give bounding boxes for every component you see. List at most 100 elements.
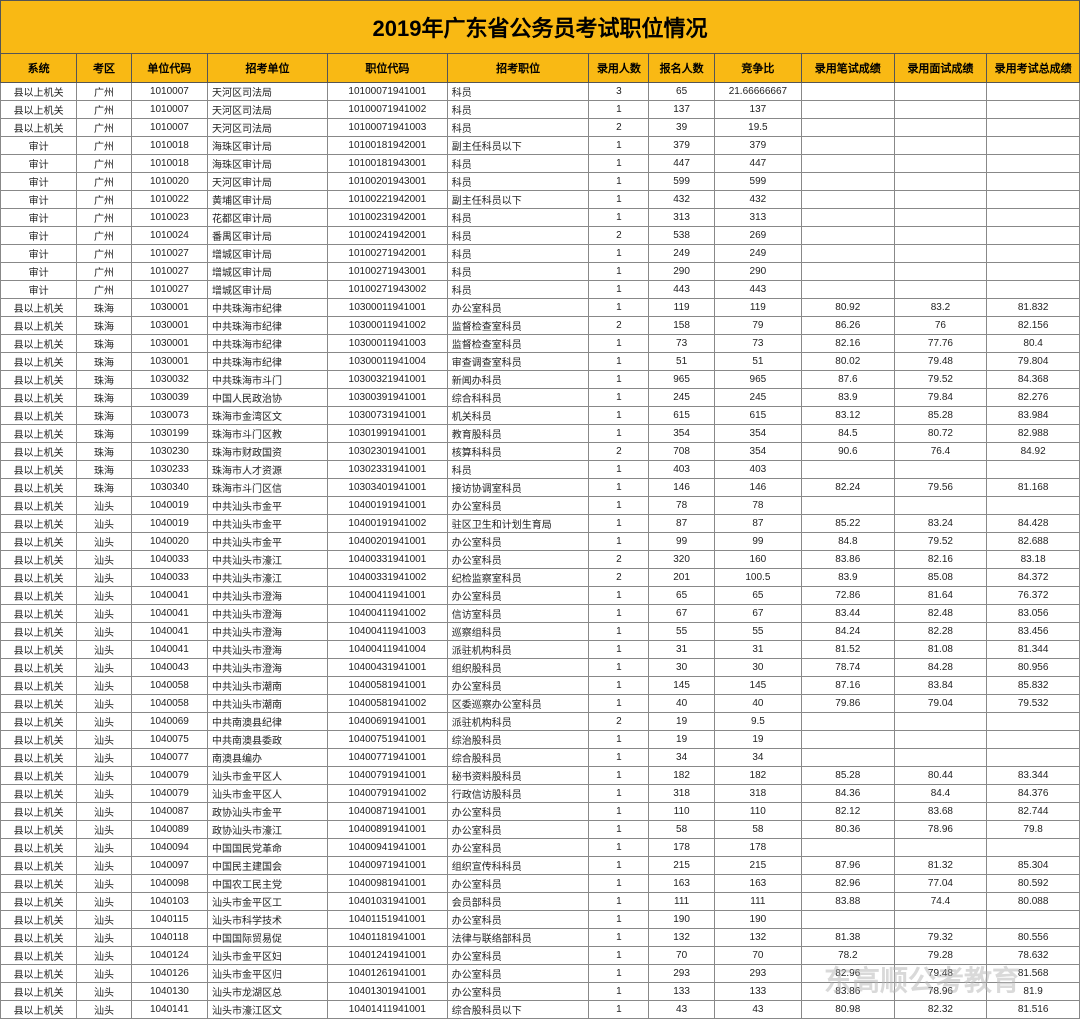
table-cell: 1040098 [131, 875, 207, 893]
table-cell: 科员 [447, 245, 589, 263]
table-cell: 纪检监察室科员 [447, 569, 589, 587]
table-cell: 珠海 [77, 425, 131, 443]
table-row: 县以上机关汕头1040041中共汕头市澄海10400411941004派驻机构科… [1, 641, 1080, 659]
table-cell: 40 [714, 695, 801, 713]
table-cell: 708 [649, 443, 714, 461]
table-cell: 290 [649, 263, 714, 281]
table-cell: 办公室科员 [447, 533, 589, 551]
table-cell: 182 [714, 767, 801, 785]
table-cell: 249 [714, 245, 801, 263]
table-cell: 84.4 [894, 785, 987, 803]
table-cell: 中共南澳县纪律 [208, 713, 328, 731]
table-cell: 珠海市斗门区信 [208, 479, 328, 497]
table-cell: 广州 [77, 119, 131, 137]
table-cell: 85.22 [801, 515, 894, 533]
table-cell: 19.5 [714, 119, 801, 137]
table-cell: 2 [589, 443, 649, 461]
table-cell: 天河区审计局 [208, 173, 328, 191]
table-cell: 58 [649, 821, 714, 839]
col-header: 招考单位 [208, 54, 328, 83]
table-cell: 965 [649, 371, 714, 389]
table-cell: 县以上机关 [1, 965, 77, 983]
table-cell: 215 [714, 857, 801, 875]
table-cell: 珠海 [77, 317, 131, 335]
table-cell: 政协汕头市濠江 [208, 821, 328, 839]
table-cell: 中共汕头市金平 [208, 515, 328, 533]
table-cell: 100.5 [714, 569, 801, 587]
table-row: 县以上机关汕头1040043中共汕头市澄海10400431941001组织股科员… [1, 659, 1080, 677]
table-cell: 汕头 [77, 641, 131, 659]
table-cell: 汕头 [77, 947, 131, 965]
table-cell: 2 [589, 551, 649, 569]
table-cell: 85.28 [894, 407, 987, 425]
table-cell: 1 [589, 839, 649, 857]
table-cell: 核算科科员 [447, 443, 589, 461]
table-cell: 珠海市人才资源 [208, 461, 328, 479]
table-cell: 1040041 [131, 605, 207, 623]
table-cell: 83.18 [987, 551, 1080, 569]
table-cell: 中共汕头市澄海 [208, 605, 328, 623]
table-cell: 汕头 [77, 497, 131, 515]
table-row: 审计广州1010020天河区审计局10100201943001科员1599599 [1, 173, 1080, 191]
table-cell: 55 [649, 623, 714, 641]
table-cell: 81.38 [801, 929, 894, 947]
table-cell: 县以上机关 [1, 803, 77, 821]
table-cell: 599 [649, 173, 714, 191]
table-cell: 2 [589, 569, 649, 587]
table-cell: 新闻办科员 [447, 371, 589, 389]
table-cell: 广州 [77, 281, 131, 299]
table-cell: 81.832 [987, 299, 1080, 317]
table-cell: 1 [589, 353, 649, 371]
table-row: 县以上机关汕头1040098中国农工民主党10400981941001办公室科员… [1, 875, 1080, 893]
table-row: 县以上机关珠海1030001中共珠海市纪律10300011941004审查调查室… [1, 353, 1080, 371]
table-cell: 广州 [77, 227, 131, 245]
table-cell [894, 227, 987, 245]
table-cell: 广州 [77, 137, 131, 155]
table-cell: 县以上机关 [1, 911, 77, 929]
table-cell: 10302331941001 [327, 461, 447, 479]
table-cell: 派驻机构科员 [447, 713, 589, 731]
table-cell: 珠海 [77, 335, 131, 353]
table-cell: 80.72 [894, 425, 987, 443]
table-cell: 信访室科员 [447, 605, 589, 623]
table-cell: 30 [714, 659, 801, 677]
table-cell: 珠海 [77, 479, 131, 497]
table-cell: 72.86 [801, 587, 894, 605]
table-cell: 110 [649, 803, 714, 821]
table-cell: 1040077 [131, 749, 207, 767]
table-cell: 19 [649, 713, 714, 731]
table-cell: 2 [589, 119, 649, 137]
table-cell: 84.376 [987, 785, 1080, 803]
table-cell: 10401241941001 [327, 947, 447, 965]
table-cell: 法律与联络部科员 [447, 929, 589, 947]
table-cell: 汕头市龙湖区总 [208, 983, 328, 1001]
table-cell: 10400411941002 [327, 605, 447, 623]
table-row: 县以上机关汕头1040103汕头市金平区工10401031941001会员部科员… [1, 893, 1080, 911]
table-cell: 汕头 [77, 857, 131, 875]
table-cell: 10100231942001 [327, 209, 447, 227]
table-cell: 办公室科员 [447, 803, 589, 821]
table-cell: 432 [649, 191, 714, 209]
page-title: 2019年广东省公务员考试职位情况 [0, 0, 1080, 53]
table-cell: 1040033 [131, 551, 207, 569]
table-cell: 1010007 [131, 83, 207, 101]
table-cell: 县以上机关 [1, 497, 77, 515]
table-cell: 县以上机关 [1, 605, 77, 623]
table-cell: 1010018 [131, 155, 207, 173]
table-cell: 中共珠海市纪律 [208, 299, 328, 317]
table-cell: 1030001 [131, 317, 207, 335]
table-cell: 78 [714, 497, 801, 515]
table-cell: 403 [649, 461, 714, 479]
table-cell: 中国人民政治协 [208, 389, 328, 407]
table-cell: 1040058 [131, 677, 207, 695]
table-cell: 县以上机关 [1, 749, 77, 767]
table-cell: 1 [589, 605, 649, 623]
table-cell: 科员 [447, 119, 589, 137]
table-cell: 汕头 [77, 515, 131, 533]
table-cell: 县以上机关 [1, 623, 77, 641]
table-cell: 10300011941003 [327, 335, 447, 353]
table-cell: 82.988 [987, 425, 1080, 443]
table-cell: 84.28 [894, 659, 987, 677]
table-cell: 43 [714, 1001, 801, 1019]
table-cell: 78.74 [801, 659, 894, 677]
